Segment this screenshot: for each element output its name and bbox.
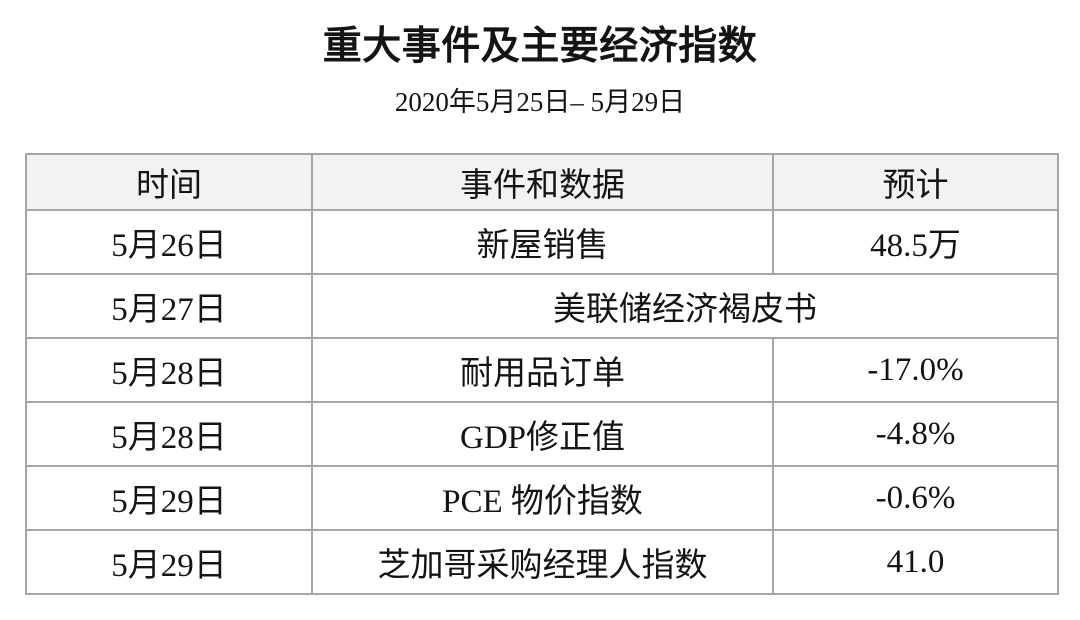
date-cell: 5月28日	[25, 337, 313, 403]
page-title: 重大事件及主要经济指数	[322, 25, 758, 68]
forecast-cell: 48.5万	[772, 209, 1059, 275]
forecast-cell: -17.0%	[772, 337, 1059, 403]
column-header-time: 时间	[25, 153, 313, 211]
event-cell-merged: 美联储经济褐皮书	[311, 273, 1059, 339]
event-cell: GDP修正值	[311, 401, 774, 467]
column-header-forecast: 预计	[772, 153, 1059, 211]
event-cell: 芝加哥采购经理人指数	[311, 529, 774, 595]
column-header-event: 事件和数据	[311, 153, 774, 211]
events-table: 时间 事件和数据 预计 5月26日 新屋销售 48.5万 5月27日 美联储经济…	[25, 153, 1059, 595]
table-row: 5月26日 新屋销售 48.5万	[25, 209, 1059, 275]
table-row: 5月28日 GDP修正值 -4.8%	[25, 401, 1059, 467]
event-cell: 耐用品订单	[311, 337, 774, 403]
table-row: 5月29日 芝加哥采购经理人指数 41.0	[25, 529, 1059, 595]
forecast-cell: -4.8%	[772, 401, 1059, 467]
table-header-row: 时间 事件和数据 预计	[25, 153, 1059, 211]
table-row: 5月27日 美联储经济褐皮书	[25, 273, 1059, 339]
event-cell: PCE 物价指数	[311, 465, 774, 531]
table-row: 5月29日 PCE 物价指数 -0.6%	[25, 465, 1059, 531]
forecast-cell: 41.0	[772, 529, 1059, 595]
table-row: 5月28日 耐用品订单 -17.0%	[25, 337, 1059, 403]
date-cell: 5月26日	[25, 209, 313, 275]
date-cell: 5月28日	[25, 401, 313, 467]
page-subtitle: 2020年5月25日– 5月29日	[394, 87, 686, 117]
forecast-cell: -0.6%	[772, 465, 1059, 531]
date-cell: 5月29日	[25, 529, 313, 595]
event-cell: 新屋销售	[311, 209, 774, 275]
date-cell: 5月27日	[25, 273, 313, 339]
date-cell: 5月29日	[25, 465, 313, 531]
